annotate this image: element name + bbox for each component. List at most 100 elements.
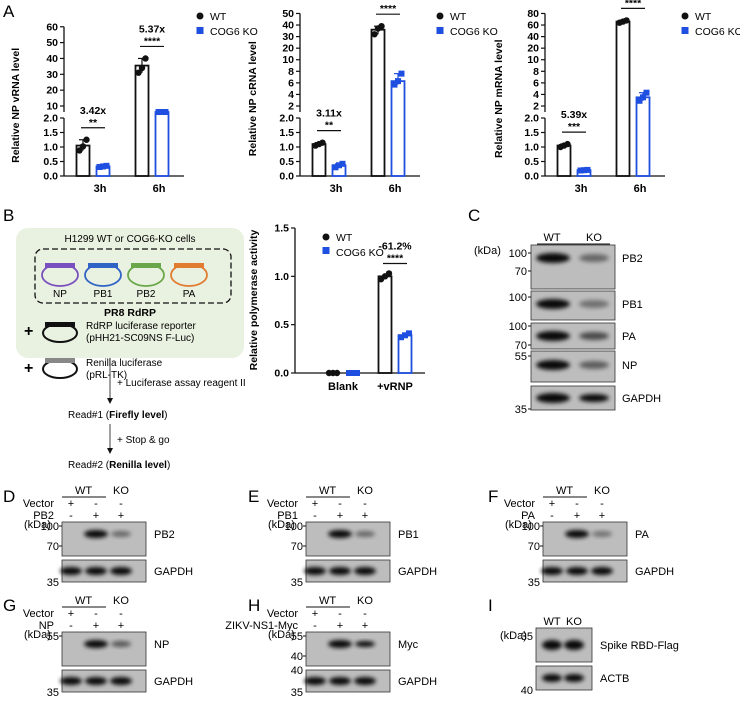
condition-sign: + <box>118 510 124 522</box>
condition-sign: + <box>312 498 318 510</box>
loading-band <box>564 674 584 682</box>
mw-marker: 70 <box>515 340 527 352</box>
condition-sign: - <box>69 620 73 632</box>
data-point <box>319 139 326 146</box>
y-tick-label: 4 <box>533 89 539 101</box>
data-point <box>96 164 103 171</box>
legend-marker-ko <box>436 27 444 34</box>
mw-marker: 35 <box>528 577 540 589</box>
plasmid-label: NP <box>53 289 67 300</box>
loading-band <box>591 567 613 575</box>
x-tick-label: 6h <box>389 183 402 195</box>
mw-marker: 55 <box>515 351 527 363</box>
plasmid-label: PA <box>183 289 196 300</box>
panel-label-c: C <box>468 206 480 225</box>
protein-band <box>579 300 609 308</box>
x-tick-label: 3h <box>330 183 343 195</box>
protein-band <box>564 640 584 650</box>
panel-label-f: F <box>488 487 498 506</box>
y-tick-label: 2 <box>288 101 294 113</box>
read-1-prefix: Read#1 ( <box>68 410 110 421</box>
mw-marker: 100 <box>285 521 303 533</box>
y-axis-label: Relative NP mRNA level <box>493 39 505 158</box>
mw-marker: 100 <box>41 521 59 533</box>
protein-band <box>592 531 612 537</box>
plasmid-insert <box>131 263 161 268</box>
mw-marker: 100 <box>509 292 527 304</box>
kda-label: (kDa) <box>24 519 51 531</box>
read-1-line: Read#1 (Firefly level) <box>68 410 168 421</box>
x-tick-label: Blank <box>328 381 359 393</box>
group-label-wt: WT <box>75 595 92 607</box>
data-point <box>83 136 90 143</box>
loading-band <box>85 567 107 575</box>
plasmid-insert <box>88 263 118 268</box>
band-label: NP <box>622 360 637 372</box>
read-1-level: Firefly level <box>109 410 164 421</box>
legend-label-wt: WT <box>695 11 712 23</box>
data-point <box>159 109 165 115</box>
data-point <box>378 22 385 30</box>
condition-sign: - <box>363 498 367 510</box>
fold-change-label: 5.37x <box>139 23 165 35</box>
loading-band <box>110 677 132 685</box>
band-label: PB2 <box>154 529 175 541</box>
band-label: PB2 <box>622 253 643 265</box>
condition-sign: - <box>94 608 98 620</box>
condition-sign: - <box>119 498 123 510</box>
data-point <box>623 17 630 24</box>
kda-label: (kDa) <box>500 630 527 642</box>
band-label: PB1 <box>398 529 419 541</box>
data-point <box>336 162 342 169</box>
data-point <box>333 369 341 377</box>
y-tick-label: 40 <box>46 53 58 65</box>
condition-label: ZIKV-NS1-Myc <box>225 620 298 632</box>
protein-band <box>536 393 570 403</box>
data-point <box>564 140 571 148</box>
y-tick-label: 40 <box>527 31 539 43</box>
condition-sign: - <box>600 498 604 510</box>
condition-label: PA <box>521 510 536 522</box>
band-label: PB1 <box>622 299 643 311</box>
plus-sign-1: + <box>24 323 33 340</box>
data-point <box>103 162 110 169</box>
condition-label: Vector <box>23 608 55 620</box>
x-tick-label: 6h <box>634 183 647 195</box>
legend-label-wt: WT <box>336 232 353 244</box>
x-tick-label: 3h <box>94 183 107 195</box>
data-point <box>155 109 162 115</box>
data-point <box>584 166 591 173</box>
data-point <box>577 167 584 174</box>
data-point <box>354 370 360 376</box>
group-label-wt: WT <box>319 485 336 497</box>
group-label-ko: KO <box>594 485 610 497</box>
legend-marker-ko <box>681 27 689 34</box>
condition-sign: + <box>93 620 99 632</box>
mw-marker: 35 <box>291 577 303 589</box>
panel-label-d: D <box>3 487 15 506</box>
group-label-ko: KO <box>113 485 129 497</box>
data-point <box>398 334 404 341</box>
group-label-wt: WT <box>75 485 92 497</box>
legend-marker-wt <box>196 12 204 20</box>
condition-label: PB2 <box>33 510 54 522</box>
panel-label-g: G <box>3 596 16 615</box>
legend-label-wt: WT <box>450 11 467 23</box>
bar <box>635 96 651 177</box>
loading-band <box>110 567 132 575</box>
condition-sign: - <box>363 608 367 620</box>
y-tick-label: 1.5 <box>43 127 58 139</box>
blot-membrane <box>61 631 147 667</box>
y-tick-label: 1.0 <box>274 271 289 283</box>
y-tick-label: 0.5 <box>279 156 294 168</box>
protein-band <box>355 641 375 647</box>
band-label: GAPDH <box>398 566 437 578</box>
y-tick-label: 10 <box>282 54 294 66</box>
condition-sign: + <box>312 608 318 620</box>
legend-label-ko: COG6 KO <box>695 26 740 38</box>
legend-marker-ko <box>322 247 330 254</box>
condition-sign: - <box>550 510 554 522</box>
fold-change-label: -61.2% <box>378 241 412 253</box>
